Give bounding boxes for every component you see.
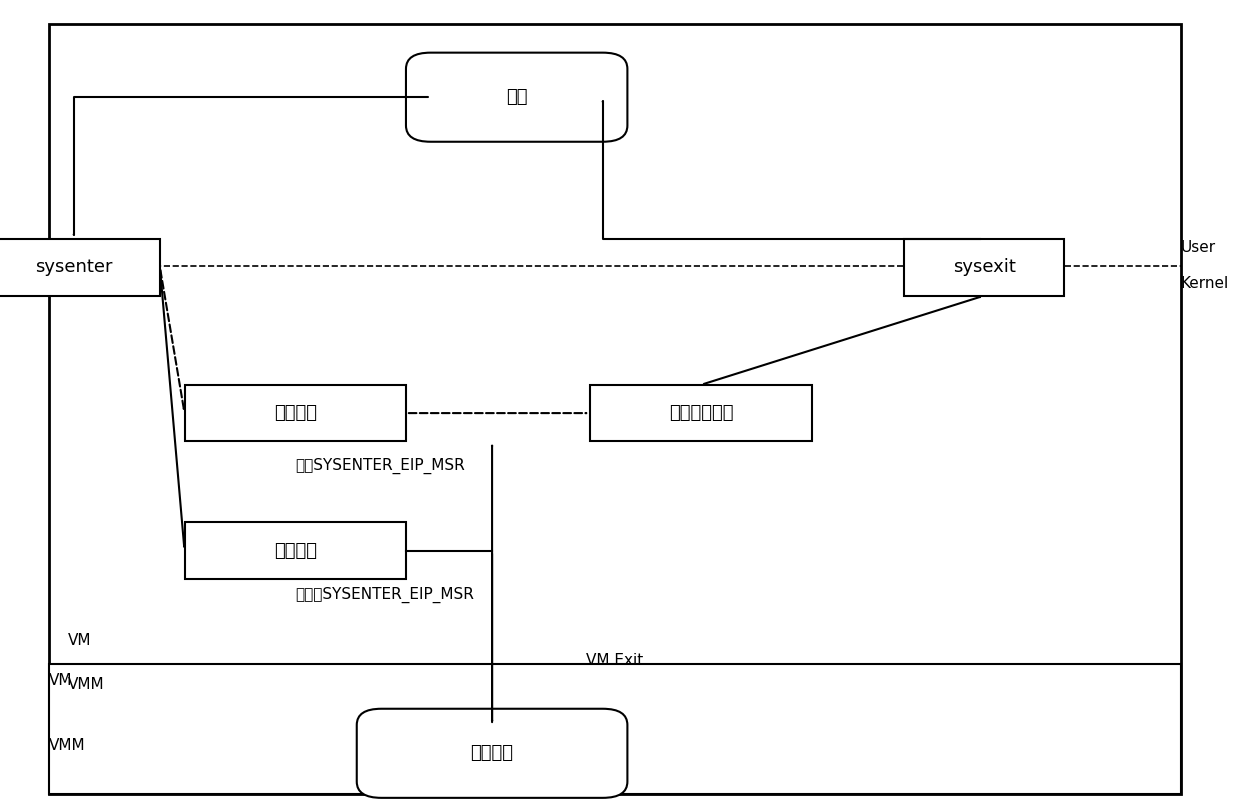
Text: VMM: VMM <box>68 677 104 692</box>
Text: sysexit: sysexit <box>952 258 1016 276</box>
Text: VMM: VMM <box>50 738 86 752</box>
FancyBboxPatch shape <box>357 709 627 798</box>
FancyBboxPatch shape <box>405 53 627 142</box>
FancyBboxPatch shape <box>185 522 405 579</box>
FancyBboxPatch shape <box>590 385 812 441</box>
Text: 正常地址: 正常地址 <box>274 404 316 422</box>
Text: VM: VM <box>50 673 73 688</box>
Text: 修改后SYSENTER_EIP_MSR: 修改后SYSENTER_EIP_MSR <box>295 587 474 603</box>
Text: 原始SYSENTER_EIP_MSR: 原始SYSENTER_EIP_MSR <box>295 458 465 474</box>
Text: 系统调用入口: 系统调用入口 <box>668 404 733 422</box>
Text: 进程: 进程 <box>506 88 527 106</box>
FancyBboxPatch shape <box>904 239 1064 296</box>
Text: User: User <box>1180 240 1216 254</box>
FancyBboxPatch shape <box>185 385 405 441</box>
FancyBboxPatch shape <box>0 239 160 296</box>
Text: 捕获模块: 捕获模块 <box>470 744 513 762</box>
Bar <box>50 664 1180 794</box>
Text: Kernel: Kernel <box>1180 276 1229 291</box>
Text: VM Exit: VM Exit <box>587 653 644 668</box>
Text: VM: VM <box>68 633 92 648</box>
Text: sysenter: sysenter <box>35 258 113 276</box>
Text: 非法地址: 非法地址 <box>274 542 316 560</box>
